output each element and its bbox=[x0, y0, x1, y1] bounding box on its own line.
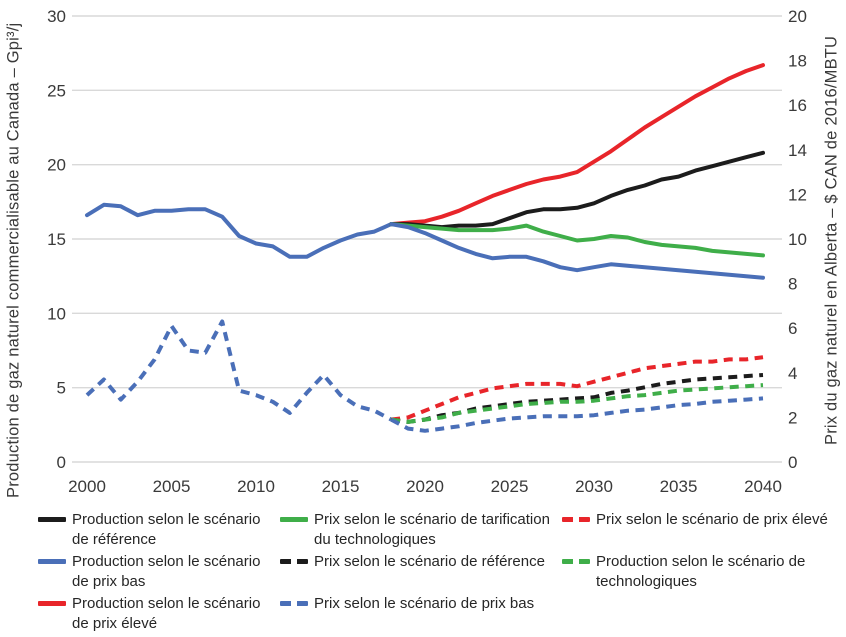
legend-solid-line-swatch bbox=[38, 559, 66, 564]
x-axis-tick-label: 2015 bbox=[322, 477, 360, 496]
x-axis-tick-label: 2010 bbox=[237, 477, 275, 496]
right-axis-tick-label: 20 bbox=[788, 7, 807, 26]
legend-item: Prix selon le scénario de prix élevé bbox=[562, 510, 842, 552]
legend-label: Prix selon le scénario de prix bas bbox=[314, 595, 535, 612]
left-axis-tick-label: 0 bbox=[57, 453, 66, 472]
right-axis-tick-label: 0 bbox=[788, 453, 797, 472]
legend-label: Production selon le scénario de prix éle… bbox=[72, 595, 261, 632]
left-axis-tick-label: 5 bbox=[57, 379, 66, 398]
right-axis-tick-label: 2 bbox=[788, 408, 797, 427]
legend-label: Prix selon le scénario de prix élevé bbox=[596, 511, 828, 528]
left-axis-tick-label: 15 bbox=[47, 230, 66, 249]
x-axis-tick-label: 2035 bbox=[660, 477, 698, 496]
legend-dashed-line-swatch bbox=[280, 601, 308, 606]
legend-dashed-line-swatch bbox=[562, 517, 590, 522]
legend-label: Production selon le scénario de technolo… bbox=[596, 553, 806, 590]
legend-dashed-line-swatch bbox=[562, 559, 590, 564]
series-prix-tarification-technologiques-line bbox=[389, 222, 765, 258]
series-production-reference-line bbox=[389, 150, 765, 230]
series-production-prix-eleve-line bbox=[389, 63, 765, 227]
legend-item: Production selon le scénario de prix éle… bbox=[38, 594, 270, 636]
right-axis-title: Prix du gaz naturel en Alberta – $ CAN d… bbox=[822, 35, 841, 445]
series-production-technologiques-line bbox=[390, 383, 764, 424]
legend-dashed-line-swatch bbox=[280, 559, 308, 564]
legend-label: Prix selon le scénario de tarification d… bbox=[314, 511, 550, 548]
series-production-prix-bas-line bbox=[389, 222, 765, 280]
x-axis-tick-label: 2000 bbox=[68, 477, 106, 496]
right-axis-tick-label: 10 bbox=[788, 230, 807, 249]
legend-column-1: Production selon le scénario de référenc… bbox=[38, 510, 270, 636]
right-axis-tick-label: 16 bbox=[788, 96, 807, 115]
left-axis-tick-label: 20 bbox=[47, 156, 66, 175]
legend-item: Production selon le scénario de référenc… bbox=[38, 510, 270, 552]
x-axis-tick-label: 2030 bbox=[575, 477, 613, 496]
series-prix-prix-bas-line bbox=[390, 396, 764, 433]
legend-label: Production selon le scénario de référenc… bbox=[72, 511, 261, 548]
x-axis-tick-label: 2020 bbox=[406, 477, 444, 496]
right-axis-tick-label: 8 bbox=[788, 275, 797, 294]
legend-item: Production selon le scénario de prix bas bbox=[38, 552, 270, 594]
legend-solid-line-swatch bbox=[280, 517, 308, 522]
right-axis-tick-label: 14 bbox=[788, 141, 807, 160]
left-axis-tick-label: 10 bbox=[47, 304, 66, 323]
legend-label: Prix selon le scénario de référence bbox=[314, 553, 545, 570]
x-axis-tick-label: 2025 bbox=[491, 477, 529, 496]
right-axis-tick-label: 18 bbox=[788, 52, 807, 71]
left-axis-tick-label: 25 bbox=[47, 81, 66, 100]
legend-item: Prix selon le scénario de tarification d… bbox=[280, 510, 552, 552]
legend-label: Production selon le scénario de prix bas bbox=[72, 553, 261, 590]
x-axis-tick-label: 2040 bbox=[744, 477, 782, 496]
legend-column-3: Prix selon le scénario de prix élevé Prod… bbox=[562, 510, 842, 594]
right-axis-tick-label: 4 bbox=[788, 364, 797, 383]
series-prix-historique-line bbox=[85, 319, 393, 422]
series-production-historique-line bbox=[85, 202, 394, 259]
legend-item: Production selon le scénario de technolo… bbox=[562, 552, 842, 594]
legend-item: Prix selon le scénario de référence bbox=[280, 552, 552, 594]
legend-column-2: Prix selon le scénario de tarification d… bbox=[280, 510, 552, 636]
legend-solid-line-swatch bbox=[38, 601, 66, 606]
x-axis-tick-label: 2005 bbox=[153, 477, 191, 496]
legend-solid-line-swatch bbox=[38, 517, 66, 522]
right-axis-tick-label: 6 bbox=[788, 319, 797, 338]
legend: Production selon le scénario de référenc… bbox=[0, 506, 846, 637]
right-axis-tick-label: 12 bbox=[788, 185, 807, 204]
left-axis-title: Production de gaz naturel commercialisab… bbox=[4, 22, 23, 498]
series-prix-prix-eleve-line bbox=[390, 355, 764, 422]
legend-item: Prix selon le scénario de prix bas bbox=[280, 594, 552, 636]
left-axis-tick-label: 30 bbox=[47, 7, 66, 26]
